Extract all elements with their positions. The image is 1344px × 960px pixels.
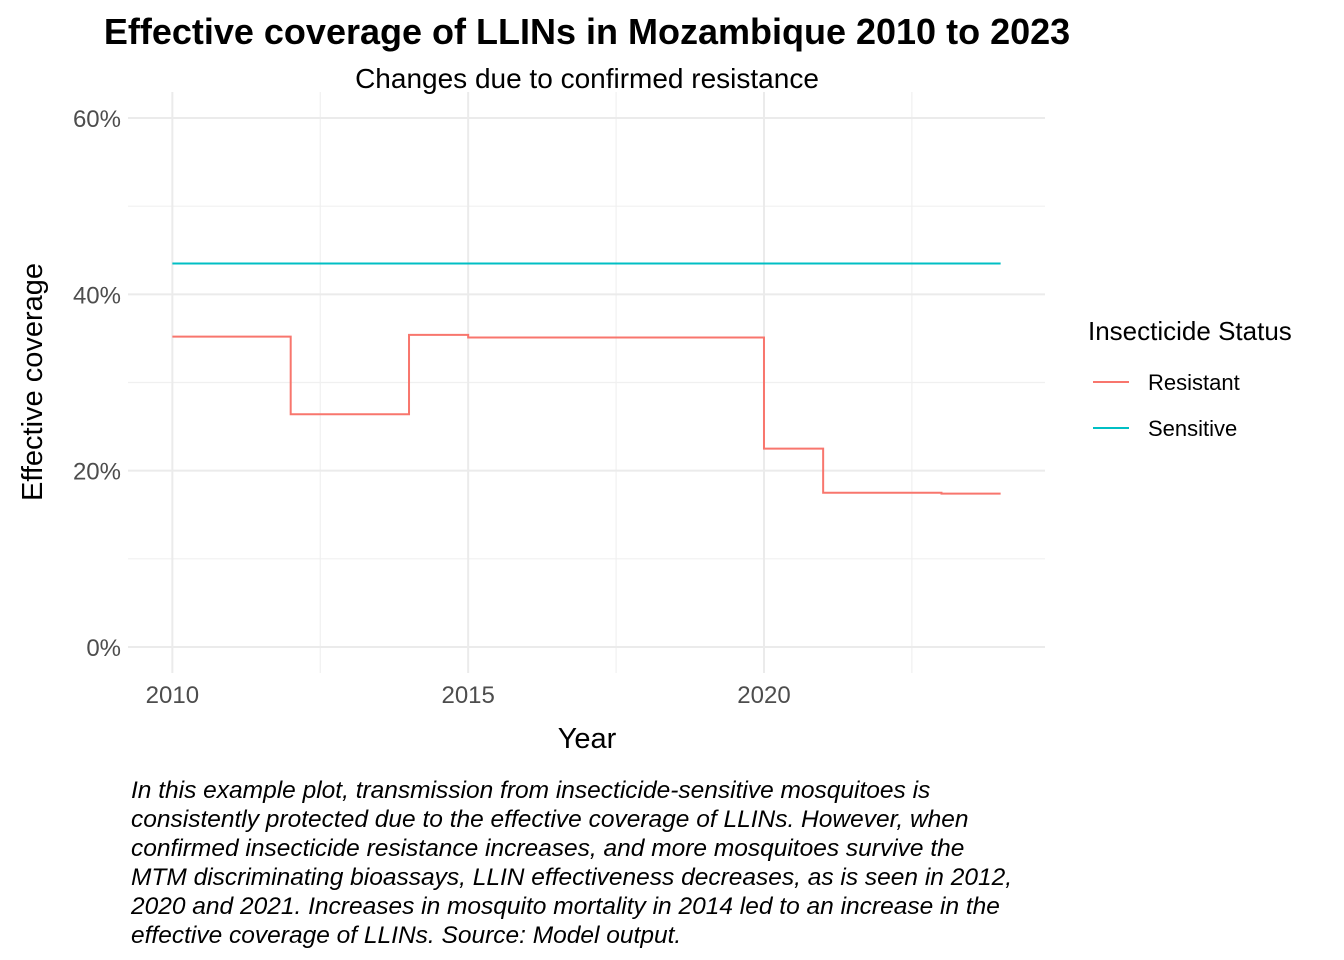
y-axis-ticks: 0% 20% 40% 60% xyxy=(73,106,121,662)
y-tick-label: 40% xyxy=(73,282,121,309)
major-gridlines xyxy=(128,92,1045,673)
caption-line: effective coverage of LLINs. Source: Mod… xyxy=(131,922,682,949)
legend-title: Insecticide Status xyxy=(1088,316,1292,346)
x-tick-label: 2020 xyxy=(737,682,790,709)
chart-caption: In this example plot, transmission from … xyxy=(131,776,1131,950)
chart-title: Effective coverage of LLINs in Mozambiqu… xyxy=(104,11,1070,52)
minor-gridlines xyxy=(128,92,1045,673)
legend: Insecticide Status Resistant Sensitive xyxy=(1088,316,1292,441)
caption-line: In this example plot, transmission from … xyxy=(131,777,931,804)
y-tick-label: 60% xyxy=(73,106,121,133)
legend-label-sensitive: Sensitive xyxy=(1148,416,1237,441)
chart-subtitle: Changes due to confirmed resistance xyxy=(355,63,819,94)
x-tick-label: 2010 xyxy=(146,682,199,709)
legend-label-resistant: Resistant xyxy=(1148,370,1240,395)
series-lines xyxy=(172,262,1001,495)
x-axis-ticks: 2010 2015 2020 xyxy=(146,682,791,709)
y-tick-label: 0% xyxy=(86,635,121,662)
series-line-resistant xyxy=(172,333,1001,495)
caption-line: confirmed insecticide resistance increas… xyxy=(131,835,965,862)
caption-line: MTM discriminating bioassays, LLIN effec… xyxy=(131,864,1013,891)
caption-line: consistently protected due to the effect… xyxy=(131,806,969,833)
y-tick-label: 20% xyxy=(73,459,121,486)
x-axis-title: Year xyxy=(558,723,617,755)
caption-line: 2020 and 2021. Increases in mosquito mor… xyxy=(131,893,1000,920)
x-tick-label: 2015 xyxy=(441,682,494,709)
y-axis-title: Effective coverage xyxy=(17,263,49,501)
